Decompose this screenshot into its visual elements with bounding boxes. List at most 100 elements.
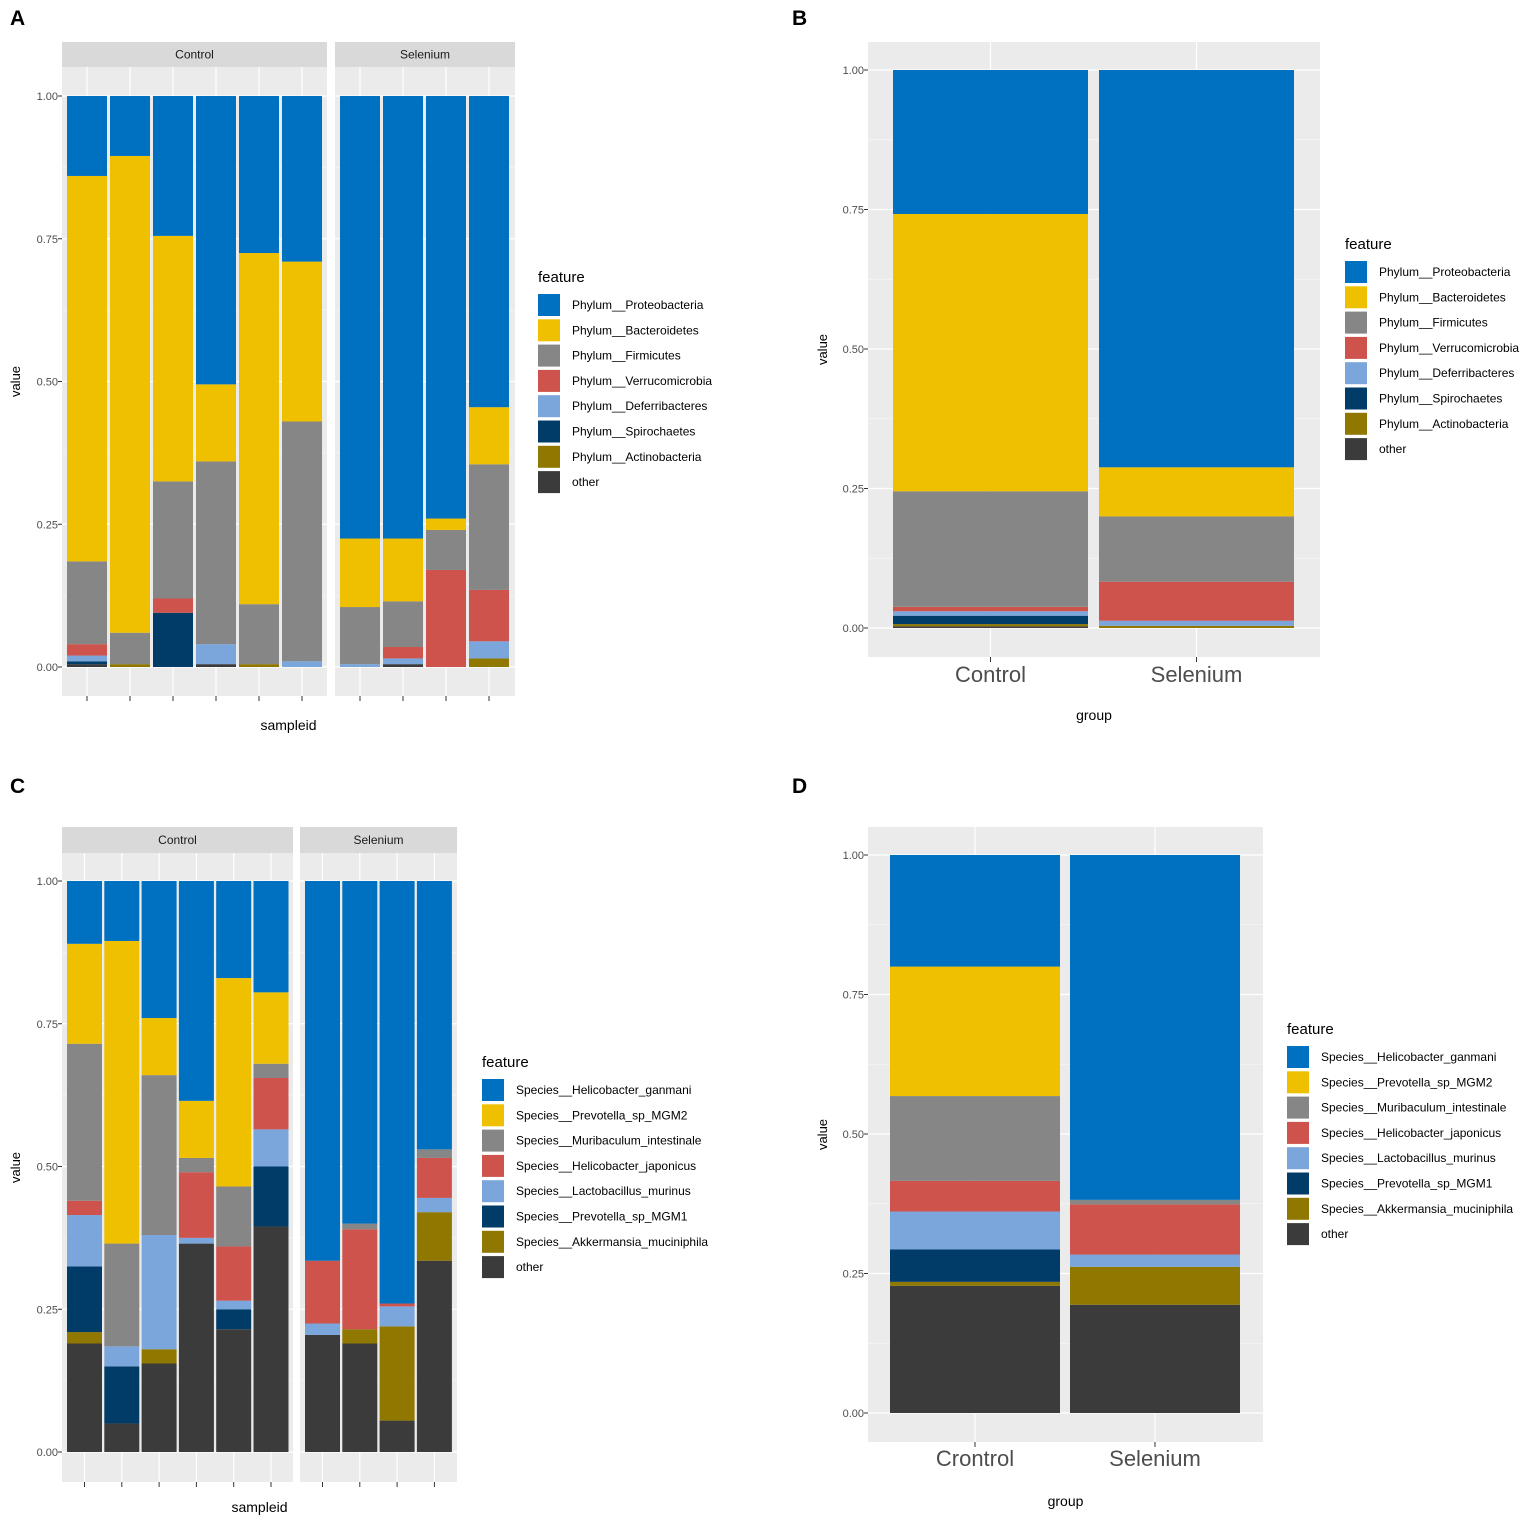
bar-segment (178, 1243, 214, 1452)
bar-segment (141, 1075, 177, 1236)
bar-segment (239, 664, 279, 667)
stacked-bar (141, 881, 177, 1452)
facet-panel: Control (62, 827, 293, 1487)
bar-segment (153, 96, 193, 236)
bar-segment (426, 518, 466, 530)
bar-segment (890, 855, 1060, 967)
facet-panel: Crontrol Selenium (868, 827, 1263, 1471)
bar-segment (141, 1018, 177, 1076)
legend-item: other (482, 1256, 543, 1279)
bar-segment (104, 1346, 140, 1367)
y-tick-label: 0.25 (37, 1304, 58, 1316)
legend-swatch (538, 445, 560, 468)
stacked-bar (253, 881, 289, 1452)
legend-swatch (482, 1104, 504, 1127)
legend-item: Species__Muribaculum_intestinale (482, 1129, 702, 1152)
bar-segment (67, 175, 107, 562)
y-tick-label: 1.00 (843, 65, 864, 77)
bar-segment (67, 1043, 102, 1201)
legend-item: Phylum__Verrucomicrobia (538, 369, 712, 392)
legend: feature Phylum__Proteobacteria Phylum__Bac… (538, 269, 712, 494)
bar-segment (1099, 70, 1294, 468)
bar-segment (893, 70, 1088, 214)
bar-segment (893, 626, 1088, 628)
bar-segment (469, 589, 509, 642)
bar-segment (890, 1285, 1060, 1413)
legend-item: Species__Lactobacillus_murinus (1287, 1147, 1496, 1170)
bar-segment (67, 661, 107, 665)
bar-segment (1099, 625, 1294, 628)
bar-segment (469, 464, 509, 590)
legend-swatch (1345, 261, 1367, 283)
x-axis-label: sampleid (231, 1499, 287, 1515)
legend-label: Species__Prevotella_sp_MGM2 (516, 1108, 688, 1122)
bar-segment (383, 601, 423, 648)
legend-item: Phylum__Bacteroidetes (538, 319, 699, 342)
bar-segment (253, 1063, 289, 1078)
y-tick-label: 1.00 (37, 91, 58, 103)
y-tick-label: 0.50 (37, 1162, 58, 1174)
legend-label: Phylum__Verrucomicrobia (572, 374, 712, 388)
legend-swatch (538, 420, 560, 443)
bar-segment (178, 1237, 214, 1244)
y-tick-label: 0.75 (843, 990, 864, 1002)
legend-label: Phylum__Deferribacteres (1379, 366, 1514, 380)
bar-segment (196, 96, 236, 385)
bar-segment (340, 607, 380, 665)
bar-segment (340, 538, 380, 608)
bar-segment (342, 1229, 378, 1330)
legend-label: Species__Lactobacillus_murinus (1321, 1151, 1496, 1165)
bar-segment (239, 253, 279, 605)
legend-label: Phylum__Actinobacteria (1379, 417, 1509, 431)
bar-segment (67, 1266, 102, 1333)
legend-item: other (538, 471, 599, 494)
bar-segment (196, 384, 236, 462)
panel-label: C (10, 775, 25, 798)
legend-swatch (538, 319, 560, 342)
legend-title: feature (482, 1054, 529, 1071)
y-tick-label: 0.75 (37, 234, 58, 246)
legend: feature Species__Helicobacter_ganmani Spec… (1287, 1021, 1513, 1246)
stacked-bar (1099, 70, 1294, 628)
bar-segment (253, 1166, 289, 1227)
legend-swatch (1287, 1046, 1309, 1068)
bar-segment (282, 421, 322, 662)
bar-segment (216, 881, 252, 979)
legend-item: Species__Akkermansia_muciniphila (1287, 1197, 1513, 1220)
legend-label: Species__Helicobacter_ganmani (1321, 1050, 1496, 1064)
bar-segment (342, 1343, 378, 1452)
x-axis-label: group (1076, 707, 1112, 723)
bar-segment (104, 940, 140, 1244)
bar-segment (379, 1306, 415, 1327)
stacked-bar (426, 96, 466, 667)
legend-item: Phylum__Firmicutes (538, 344, 681, 367)
legend-label: Phylum__Firmicutes (572, 349, 681, 363)
bar-segment (67, 664, 107, 667)
bar-segment (110, 96, 150, 156)
legend-title: feature (1345, 236, 1392, 253)
legend-swatch (538, 294, 560, 316)
stacked-bar (340, 96, 380, 667)
legend-item: Phylum__Verrucomicrobia (1345, 336, 1519, 359)
panel-label: B (792, 7, 807, 30)
stacked-bar (416, 881, 452, 1452)
x-axis-label: group (1048, 1493, 1084, 1509)
y-tick-label: 0.00 (37, 662, 58, 674)
legend-item: Phylum__Deferribacteres (538, 395, 707, 418)
legend-label: Species__Lactobacillus_murinus (516, 1184, 691, 1198)
legend-swatch (1345, 362, 1367, 385)
bar-segment (141, 1349, 177, 1364)
bar-segment (890, 1281, 1060, 1286)
facet-strip (62, 42, 327, 67)
legend-swatch (482, 1205, 504, 1228)
legend-swatch (1345, 438, 1367, 461)
legend-item: Phylum__Proteobacteria (1345, 261, 1511, 283)
y-axis-label: value (8, 1152, 23, 1183)
legend-item: Species__Prevotella_sp_MGM1 (482, 1205, 688, 1228)
legend-item: Species__Prevotella_sp_MGM1 (1287, 1172, 1493, 1195)
stacked-bar (342, 881, 378, 1452)
bar-segment (110, 664, 150, 667)
legend-label: other (1379, 442, 1406, 456)
legend-swatch (482, 1154, 504, 1177)
stacked-bar (178, 881, 214, 1452)
